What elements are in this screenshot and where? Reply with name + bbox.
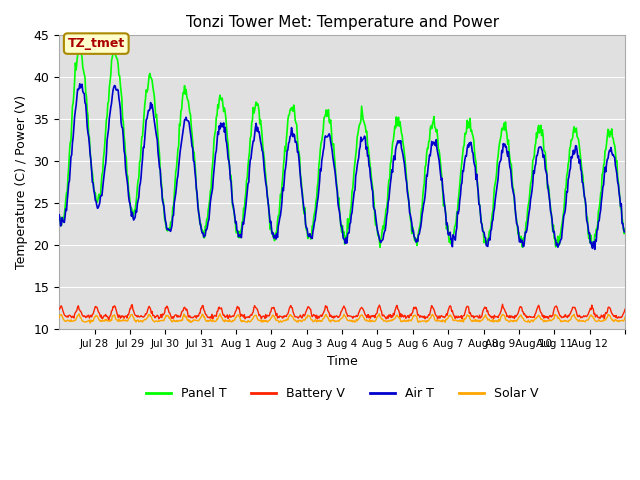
Air T [621,229,629,235]
Battery V [105,318,113,324]
Air T [55,212,63,218]
Solar V [621,314,629,320]
Panel T [621,226,629,232]
Battery V [433,313,441,319]
Battery V [255,310,262,315]
Battery V [621,306,629,312]
Solar V [55,315,63,321]
Panel T [376,244,384,250]
Solar V [86,320,94,326]
Panel T [55,213,63,218]
Battery V [276,313,284,319]
Solar V [122,318,130,324]
X-axis label: Time: Time [326,355,358,368]
Battery V [499,301,506,307]
Line: Battery V: Battery V [59,304,625,321]
Panel T [255,103,262,109]
Panel T [276,202,284,207]
Air T [276,215,284,221]
Line: Solar V: Solar V [59,314,625,323]
Panel T [402,168,410,173]
Air T [433,145,441,151]
Solar V [227,319,235,324]
Text: TZ_tmet: TZ_tmet [68,37,125,50]
Y-axis label: Temperature (C) / Power (V): Temperature (C) / Power (V) [15,96,28,269]
Air T [591,247,598,252]
Air T [76,81,84,87]
Solar V [255,318,263,324]
Battery V [122,313,130,319]
Battery V [55,306,63,312]
Air T [122,172,130,178]
Line: Panel T: Panel T [59,45,625,247]
Title: Tonzi Tower Met: Temperature and Power: Tonzi Tower Met: Temperature and Power [186,15,499,30]
Battery V [401,312,409,318]
Solar V [434,318,442,324]
Panel T [227,172,234,178]
Air T [255,129,262,135]
Solar V [402,319,410,324]
Air T [227,176,234,182]
Line: Air T: Air T [59,84,625,250]
Battery V [227,314,234,320]
Panel T [122,155,130,161]
Panel T [77,42,84,48]
Panel T [434,134,442,140]
Legend: Panel T, Battery V, Air T, Solar V: Panel T, Battery V, Air T, Solar V [141,383,543,406]
Solar V [216,311,224,317]
Solar V [276,318,284,324]
Air T [401,168,409,174]
